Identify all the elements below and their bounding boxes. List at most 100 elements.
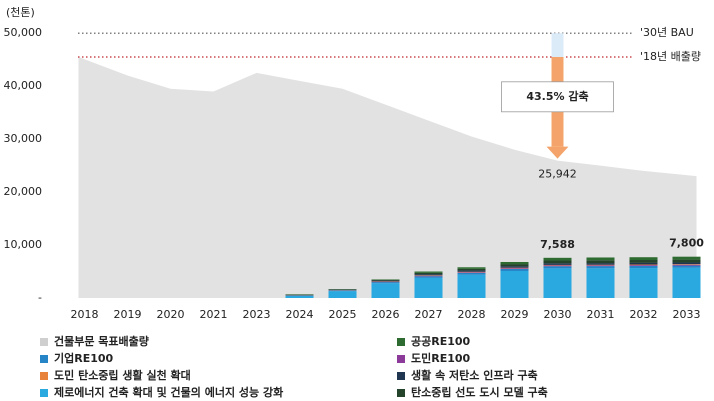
bar-segment — [543, 257, 572, 261]
bar-segment — [414, 277, 443, 298]
legend-label: 건물부문 목표배출량 — [54, 334, 149, 348]
y-tick-label: 30,000 — [4, 132, 43, 145]
legend-label: 제로에너지 건축 확대 및 건물의 에너지 성능 강화 — [54, 385, 283, 399]
bar-segment — [457, 267, 486, 269]
bar-segment — [629, 265, 658, 269]
legend-label: 도민 탄소중립 생활 실천 확대 — [54, 368, 191, 382]
bar-segment — [672, 262, 701, 265]
bar-segment — [500, 266, 529, 268]
x-tick-label: 2031 — [587, 308, 615, 321]
bar-segment — [672, 264, 701, 266]
reference-label: '18년 배출량 — [640, 50, 701, 63]
bar-segment — [672, 256, 701, 260]
bar-segment — [586, 263, 615, 265]
bar-segment — [414, 276, 443, 278]
x-tick-label: 2032 — [630, 308, 658, 321]
bar-segment — [457, 268, 486, 271]
bar-segment — [629, 257, 658, 261]
bar-segment — [586, 265, 615, 267]
bar-segment — [500, 261, 529, 265]
legend-swatch — [40, 338, 48, 346]
bar-segment — [500, 264, 529, 267]
bau-gap — [551, 33, 564, 58]
bar-segment — [586, 268, 615, 298]
x-tick-label: 2029 — [501, 308, 529, 321]
x-tick-label: 2028 — [458, 308, 486, 321]
y-tick-label: 40,000 — [4, 79, 43, 92]
legend-swatch — [397, 338, 405, 346]
bar-segment — [629, 264, 658, 266]
reduction-box — [501, 81, 614, 113]
reference-label: '30년 BAU — [640, 26, 694, 39]
bar-segment — [457, 272, 486, 273]
bar-segment — [543, 268, 572, 298]
bar-segment — [672, 259, 701, 263]
bar-segment — [586, 257, 615, 261]
bar-segment — [500, 267, 529, 269]
legend-swatch — [397, 355, 405, 363]
bar-segment — [457, 270, 486, 272]
area — [78, 57, 697, 298]
bar-segment — [543, 266, 572, 269]
bar-segment — [586, 260, 615, 264]
x-tick-label: 2019 — [114, 308, 142, 321]
x-tick-label: 2021 — [200, 308, 228, 321]
bar-segment — [414, 274, 443, 276]
x-tick-label: 2020 — [157, 308, 185, 321]
bar-segment — [543, 265, 572, 267]
total-label: 7,588 — [540, 238, 575, 251]
bar-segment — [586, 266, 615, 269]
y-tick-label: 50,000 — [4, 26, 43, 39]
bar-segment — [371, 279, 400, 281]
bar-segment — [371, 283, 400, 298]
bar-segment — [500, 270, 529, 298]
legend-label: 생활 속 저탄소 인프라 구축 — [411, 368, 538, 382]
bar-segment — [414, 275, 443, 277]
legend-swatch — [397, 372, 405, 380]
legend-swatch — [40, 372, 48, 380]
bar-segment — [586, 264, 615, 266]
bar-segment — [285, 295, 314, 298]
x-tick-label: 2025 — [329, 308, 357, 321]
reduction-label: 43.5% 감축 — [526, 89, 588, 103]
legend-label: 도민RE100 — [411, 351, 471, 365]
bar-segment — [371, 279, 400, 280]
x-tick-label: 2033 — [673, 308, 701, 321]
x-tick-label: 2023 — [243, 308, 271, 321]
legend-swatch — [397, 389, 405, 397]
bar-segment — [543, 264, 572, 266]
bar-segment — [328, 290, 357, 292]
bar-segment — [629, 268, 658, 298]
bar-segment — [457, 272, 486, 275]
legend-label: 탄소중립 선도 도시 모델 구축 — [411, 385, 548, 399]
bar-segment — [672, 264, 701, 265]
bar-segment — [672, 265, 701, 268]
x-tick-label: 2027 — [415, 308, 443, 321]
legend-swatch — [40, 389, 48, 397]
bar-segment — [543, 260, 572, 264]
x-tick-label: 2030 — [544, 308, 572, 321]
y-tick-label: 10,000 — [4, 238, 43, 251]
bar-segment — [543, 263, 572, 265]
x-tick-label: 2026 — [372, 308, 400, 321]
total-label: 7,800 — [669, 237, 704, 250]
bar-segment — [414, 272, 443, 275]
bar-segment — [457, 274, 486, 298]
arrow-head — [546, 146, 569, 159]
legend-label: 공공RE100 — [411, 335, 471, 348]
x-tick-label: 2018 — [71, 308, 99, 321]
bar-segment — [629, 260, 658, 263]
bar-segment — [500, 268, 529, 269]
bar-segment — [672, 267, 701, 298]
bar-segment — [500, 268, 529, 271]
legend-swatch — [40, 355, 48, 363]
bar-segment — [629, 265, 658, 266]
x-tick-label: 2024 — [286, 308, 314, 321]
bar-segment — [328, 291, 357, 298]
bar-segment — [414, 271, 443, 273]
unit-label: (천톤) — [6, 5, 35, 19]
bar-segment — [371, 282, 400, 284]
y-tick-label: 20,000 — [4, 185, 43, 198]
y-tick-label: - — [38, 291, 42, 304]
